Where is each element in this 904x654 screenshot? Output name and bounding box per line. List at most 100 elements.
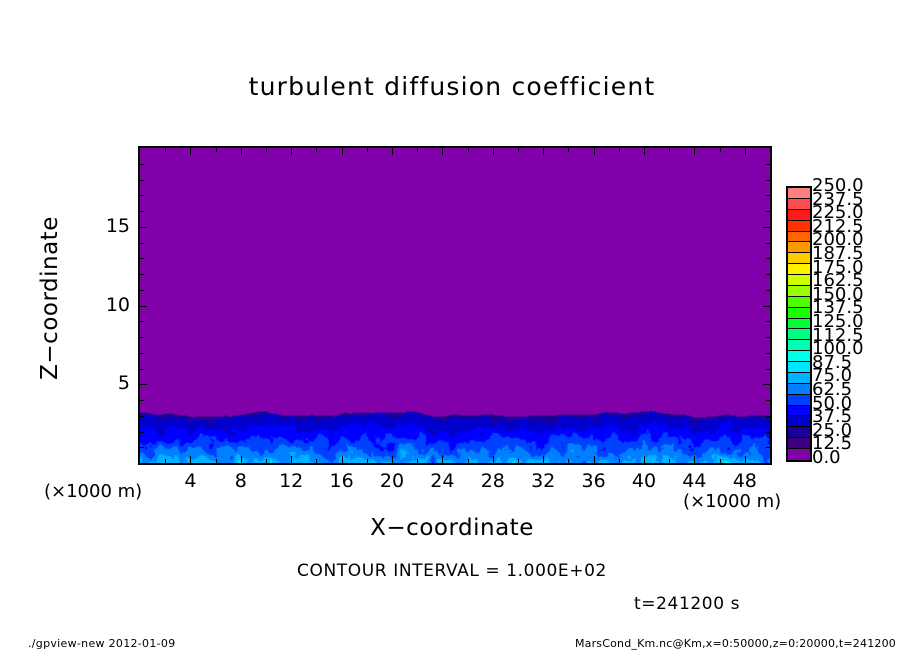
colorbar-tick-label: 225.0 <box>812 202 864 224</box>
colorbar-band <box>788 362 810 373</box>
y-tick-label: 5 <box>117 372 130 395</box>
page-title: turbulent diffusion coefficient <box>248 72 656 101</box>
colorbar-tick-label: 12.5 <box>812 433 853 455</box>
y-tick <box>138 242 144 244</box>
colorbar-band <box>788 394 810 406</box>
x-tick-top <box>644 146 645 155</box>
y-tick <box>138 447 144 449</box>
y-tick <box>138 258 144 260</box>
colorbar-band <box>788 372 810 384</box>
x-tick-top <box>417 146 419 152</box>
x-unit-label-right: (×1000 m) <box>683 491 782 512</box>
x-tick <box>240 456 242 465</box>
y-tick <box>138 321 144 323</box>
x-tick <box>719 459 721 465</box>
x-tick-label: 40 <box>631 470 657 492</box>
x-tick-top <box>341 146 343 155</box>
plot-area <box>138 146 772 465</box>
y-tick-right <box>766 211 772 212</box>
x-tick-label: 12 <box>279 470 304 492</box>
colorbar-band <box>788 383 810 395</box>
y-tick-right <box>766 447 772 449</box>
x-tick <box>568 459 570 465</box>
x-tick <box>190 456 192 465</box>
x-tick <box>593 456 595 465</box>
x-tick-label: 48 <box>732 470 757 492</box>
colorbar-tick-label: 237.5 <box>812 188 864 210</box>
y-axis-title: Z−coordinate <box>37 216 63 380</box>
colorbar-band <box>788 209 810 221</box>
y-tick-right <box>766 352 772 354</box>
colorbar-band <box>788 275 810 286</box>
x-tick-top <box>442 146 444 155</box>
x-tick-top <box>316 146 318 152</box>
colorbar-tick-label: 87.5 <box>812 351 853 373</box>
y-tick-right <box>763 226 772 228</box>
x-tick-top <box>266 146 267 152</box>
y-tick <box>138 368 144 370</box>
x-tick-top <box>190 146 192 155</box>
x-tick-top <box>593 146 595 155</box>
y-tick <box>138 179 144 181</box>
y-tick <box>138 305 147 307</box>
x-tick-top <box>215 146 217 152</box>
x-tick-top <box>291 146 293 155</box>
y-tick <box>138 289 144 291</box>
footer-command: ./gpview-new 2012-01-09 <box>28 637 176 650</box>
y-tick <box>138 337 144 338</box>
colorbar-band <box>788 264 810 275</box>
x-tick-top <box>518 146 519 152</box>
x-tick-label: 20 <box>379 470 405 492</box>
x-tick-top <box>492 146 494 155</box>
contour-interval-label: CONTOUR INTERVAL = 1.000E+02 <box>297 561 607 581</box>
y-tick-right <box>763 384 772 386</box>
footer-source: MarsCond_Km.nc@Km,x=0:50000,z=0:20000,t=… <box>574 637 896 650</box>
x-tick-top <box>366 146 368 152</box>
x-tick <box>492 456 494 465</box>
y-tick <box>138 195 144 197</box>
y-tick-right <box>766 431 772 433</box>
x-tick-label: 8 <box>234 470 247 492</box>
x-tick-label: 28 <box>480 470 505 492</box>
y-tick <box>138 352 144 354</box>
y-tick-label: 15 <box>105 214 130 237</box>
colorbar-band <box>788 351 810 362</box>
x-tick-label: 4 <box>184 470 197 492</box>
colorbar-band <box>788 231 810 243</box>
colorbar-tick-label: 250.0 <box>812 175 864 196</box>
x-tick <box>518 459 519 465</box>
colorbar-band <box>788 285 810 297</box>
colorbar-band <box>788 438 810 449</box>
x-tick <box>442 456 444 465</box>
colorbar-tick-label: 100.0 <box>812 338 864 360</box>
y-tick-right <box>763 305 772 307</box>
colorbar-tick-label: 175.0 <box>812 256 864 278</box>
x-tick-top <box>618 146 620 152</box>
x-tick-top <box>543 146 545 155</box>
colorbar-band <box>788 198 810 210</box>
x-tick-label: 44 <box>682 470 707 492</box>
x-tick <box>266 459 267 465</box>
y-tick <box>138 415 144 417</box>
colorbar-band <box>788 242 810 254</box>
colorbar-tick-label: 37.5 <box>812 406 853 428</box>
colorbar-band <box>788 296 810 308</box>
x-tick <box>744 456 746 465</box>
colorbar-tick-label: 162.5 <box>812 270 864 292</box>
x-tick <box>165 459 167 465</box>
x-tick-top <box>467 146 469 152</box>
colorbar-band <box>788 416 810 428</box>
y-tick-right <box>766 274 772 275</box>
x-tick <box>392 456 393 465</box>
x-tick <box>366 459 368 465</box>
colorbar-band <box>788 253 810 265</box>
x-tick <box>417 459 419 465</box>
x-axis-title: X−coordinate <box>370 515 534 541</box>
x-tick-label: 16 <box>329 470 354 492</box>
y-tick <box>138 163 144 165</box>
colorbar-tick-label: 200.0 <box>812 229 864 251</box>
colorbar-band <box>788 329 810 341</box>
colorbar-band <box>788 449 810 460</box>
x-tick-label: 36 <box>581 470 606 492</box>
colorbar-tick-label: 150.0 <box>812 283 864 305</box>
